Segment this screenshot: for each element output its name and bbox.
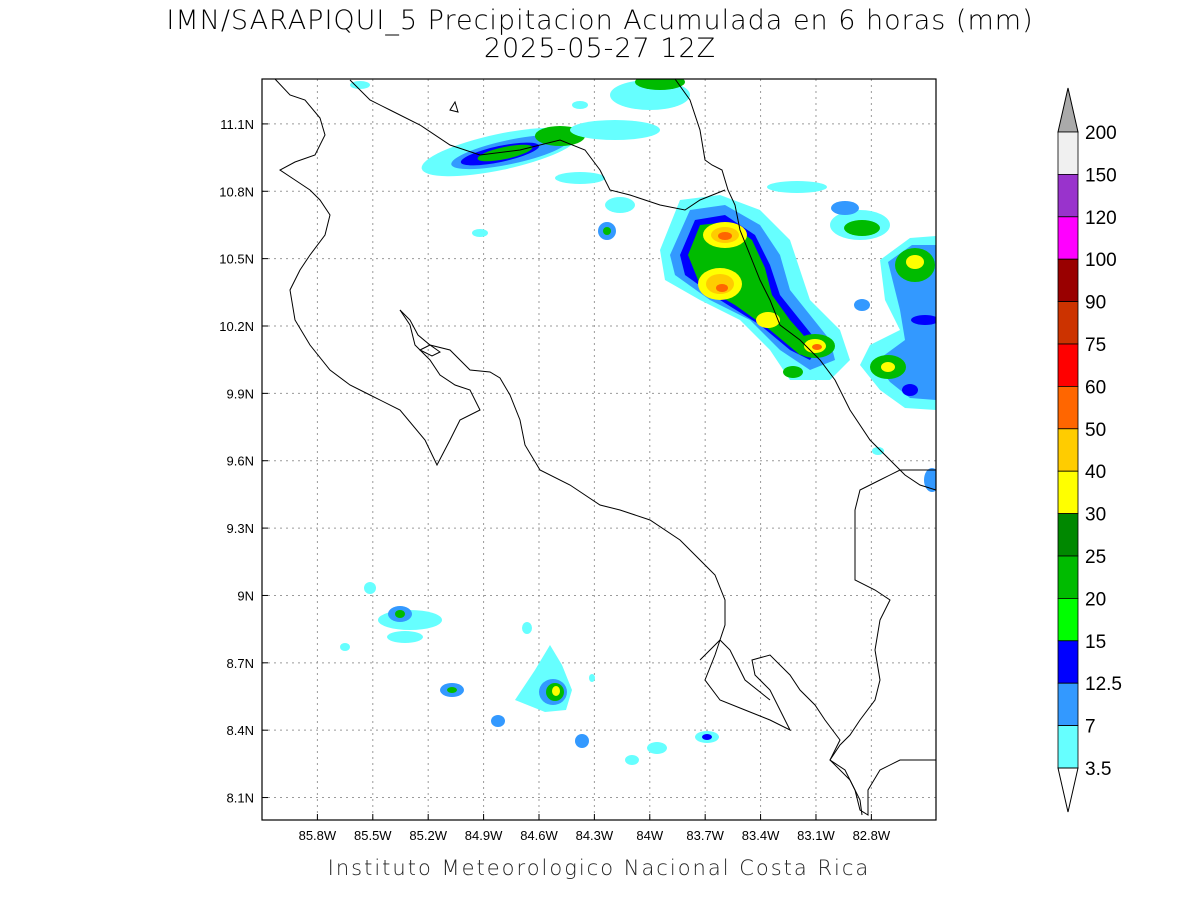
panama-border (829, 469, 936, 816)
colorbar-overflow-triangle (1057, 87, 1079, 133)
colorbar-label: 7 (1085, 717, 1096, 738)
colorbar-label: 75 (1085, 335, 1106, 356)
precip-cluster-north (421, 79, 827, 240)
lon-tick-label: 85.2W (409, 828, 447, 843)
colorbar-swatch (1057, 682, 1079, 727)
colorbar-swatch (1057, 258, 1079, 303)
colorbar-swatch (1057, 725, 1079, 769)
colorbar-swatch (1057, 385, 1079, 430)
chart-title: IMN/SARAPIQUI_5 Precipitacion Acumulada … (166, 5, 1034, 36)
colorbar-label: 25 (1085, 547, 1106, 568)
lat-tick-label: 10.8N (219, 184, 254, 199)
lon-tick-label: 84.3W (576, 828, 614, 843)
colorbar-swatch (1057, 470, 1079, 515)
colorbar-swatch (1057, 555, 1079, 599)
lon-tick-label: 84.9W (465, 828, 503, 843)
latitude-axis: 11.1N 10.8N 10.5N 10.2N 9.9N 9.6N 9.3N 9N 8.7N 8.… (219, 117, 268, 806)
colorbar-label: 120 (1085, 208, 1117, 229)
coastlines (274, 79, 936, 816)
colorbar-label: 90 (1085, 293, 1106, 314)
lon-tick-label: 82.8W (853, 828, 891, 843)
lat-tick-label: 11.1N (220, 117, 254, 132)
lon-tick-label: 83.1W (797, 828, 835, 843)
lat-tick-label: 8.7N (227, 656, 254, 671)
lon-tick-label: 84.6W (520, 828, 558, 843)
lat-tick-label: 9.9N (227, 386, 254, 401)
lat-tick-label: 9N (237, 588, 254, 603)
colorbar-label: 3.5 (1085, 759, 1111, 780)
colorbar-swatch (1057, 216, 1079, 260)
gulf-nicoya-coast (399, 309, 863, 816)
colorbar-legend: 200 150 120 100 90 75 60 50 40 30 25 20 15 12.5 7 3.5 (1057, 87, 1122, 813)
colorbar-swatch (1057, 173, 1079, 218)
colorbar-swatch (1057, 513, 1079, 557)
nicaragua-pacific-coast (274, 79, 481, 467)
caribbean-coast (674, 79, 936, 491)
lat-tick-label: 10.2N (219, 319, 254, 334)
colorbar-label: 50 (1085, 420, 1106, 441)
chart-subtitle-date: 2025-05-27 12Z (483, 33, 717, 64)
colorbar-swatch (1057, 131, 1079, 175)
colorbar-swatch (1057, 343, 1079, 387)
lat-tick-label: 8.4N (227, 723, 254, 738)
lat-tick-label: 10.5N (219, 252, 254, 267)
colorbar-label: 30 (1085, 505, 1106, 526)
small-island-outline (449, 100, 459, 113)
lat-tick-label: 9.3N (227, 521, 254, 536)
lon-tick-label: 83.4W (742, 828, 780, 843)
colorbar-swatch (1057, 640, 1079, 684)
gridlines (262, 79, 936, 820)
colorbar-label: 15 (1085, 632, 1106, 653)
longitude-axis: 85.8W 85.5W 85.2W 84.9W 84.6W 84.3W 84W 83.7W 83… (299, 814, 891, 843)
peninsula-osa (699, 639, 771, 701)
precip-cluster-south (340, 81, 719, 765)
lon-tick-label: 83.7W (686, 828, 724, 843)
colorbar-label: 60 (1085, 377, 1106, 398)
lat-tick-label: 9.6N (227, 454, 254, 469)
colorbar-swatch (1057, 428, 1079, 472)
colorbar-label: 12.5 (1085, 674, 1122, 695)
colorbar-underflow-triangle (1057, 767, 1079, 813)
nicaragua-border (349, 79, 726, 211)
colorbar-label: 20 (1085, 589, 1106, 610)
colorbar-swatch (1057, 301, 1079, 345)
lake-island-outline (418, 344, 441, 357)
lat-tick-label: 8.1N (227, 791, 254, 806)
colorbar-label: 40 (1085, 462, 1106, 483)
lon-tick-label: 84W (636, 828, 663, 843)
plot-frame (261, 78, 937, 821)
colorbar-label: 100 (1085, 250, 1117, 271)
colorbar-swatch (1057, 598, 1079, 642)
precipitation-field (340, 79, 936, 765)
footer-credit: Instituto Meteorologico Nacional Costa R… (327, 856, 871, 880)
lon-tick-label: 85.8W (299, 828, 337, 843)
colorbar-label: 150 (1085, 165, 1117, 186)
precip-cluster-central (660, 195, 850, 380)
colorbar-label: 200 (1085, 123, 1117, 144)
lon-tick-label: 85.5W (354, 828, 392, 843)
precip-cluster-east (830, 201, 936, 492)
